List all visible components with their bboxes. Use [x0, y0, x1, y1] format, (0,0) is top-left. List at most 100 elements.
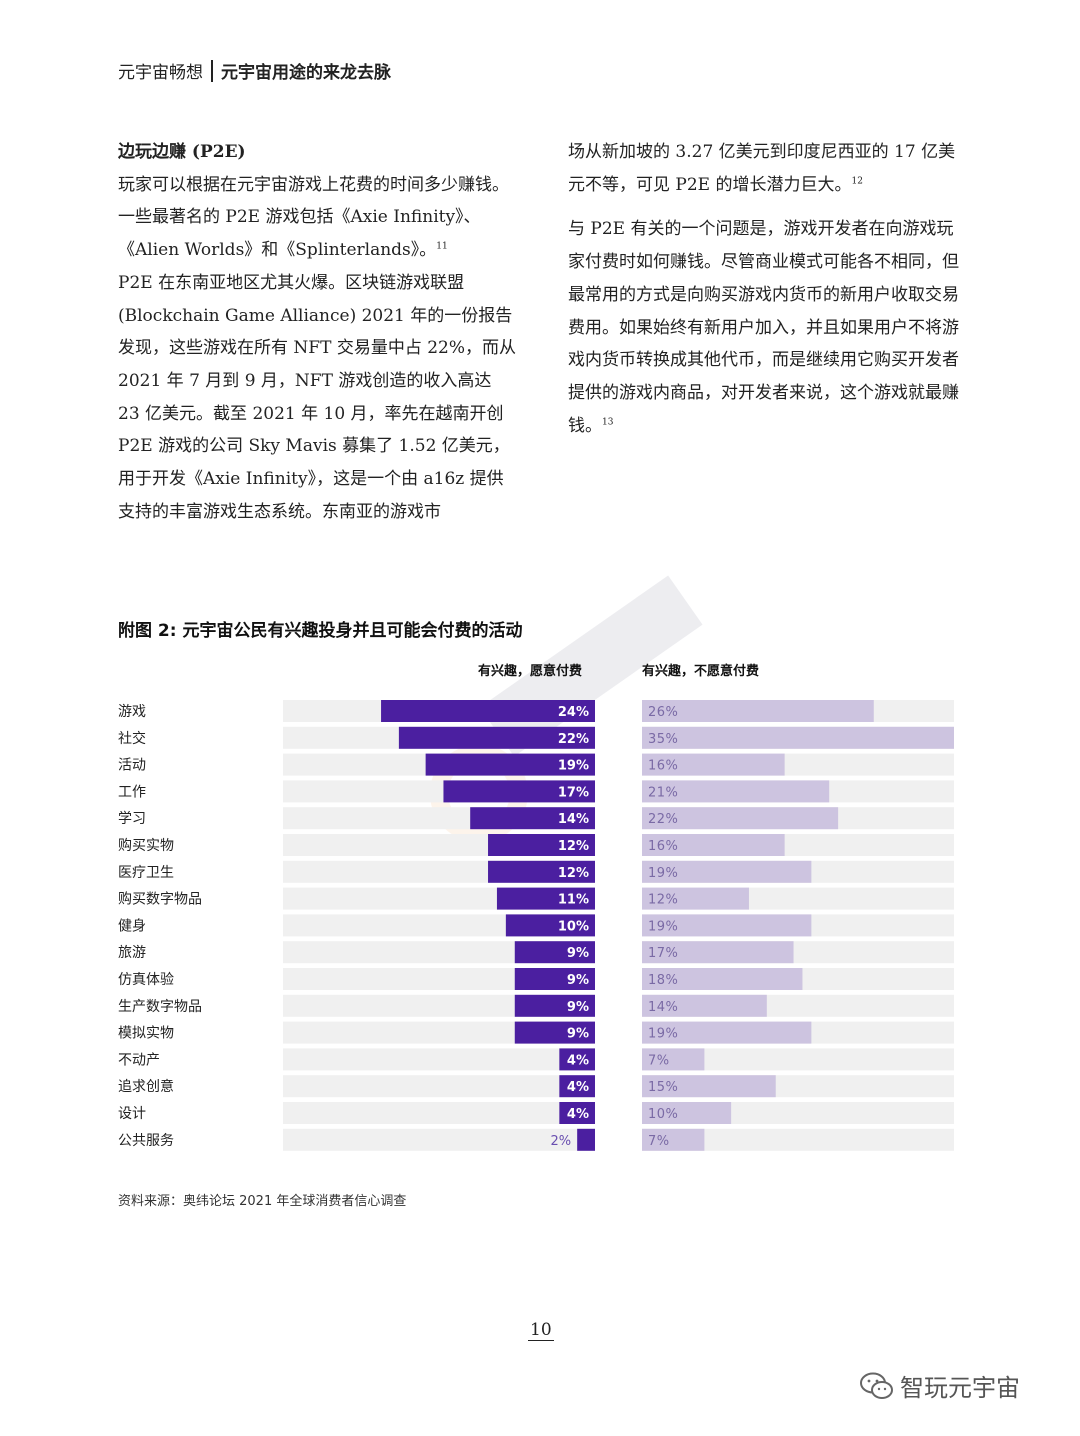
not-willing-value-label: 17%: [648, 946, 678, 961]
right-track: [642, 914, 954, 937]
wechat-account-name: 智玩元宇宙: [900, 1374, 1020, 1402]
category-label: 仿真体验: [118, 972, 174, 988]
left-track: [283, 1021, 595, 1044]
not-willing-bar: [642, 753, 785, 776]
willing-value-label: 12%: [558, 839, 589, 854]
category-label: 医疗卫生: [118, 865, 174, 881]
not-willing-bar: [642, 834, 785, 856]
willing-bar: [488, 834, 595, 856]
right-paragraph-1-text: 场从新加坡的 3.27 亿美元到印度尼西亚的 17 亿美元不等，可见 P2E 的…: [568, 142, 956, 195]
willing-value-label: 22%: [558, 732, 589, 747]
right-paragraph-2-text: 与 P2E 有关的一个问题是，游戏开发者在向游戏玩家付费时如何赚钱。尽管商业模式…: [568, 219, 959, 436]
willing-value-label: 9%: [567, 946, 589, 961]
category-label: 购买实物: [118, 838, 174, 854]
right-track: [642, 1128, 954, 1151]
willing-bar: [514, 941, 595, 964]
not-willing-value-label: 18%: [648, 973, 678, 988]
right-track: [642, 780, 954, 803]
willing-bar: [559, 1075, 595, 1098]
left-track: [283, 1048, 595, 1071]
right-track: [642, 994, 954, 1017]
left-track: [283, 914, 595, 937]
left-track: [283, 807, 595, 830]
willing-bar: [514, 968, 595, 990]
category-label: 生产数字物品: [118, 999, 202, 1015]
right-track: [642, 753, 954, 776]
willing-value-label: 19%: [558, 759, 589, 774]
left-track: [283, 834, 595, 856]
willing-bar: [559, 1102, 595, 1124]
article-right-column: 场从新加坡的 3.27 亿美元到印度尼西亚的 17 亿美元不等，可见 P2E 的…: [568, 136, 968, 442]
not-willing-bar: [642, 994, 767, 1017]
left-track: [283, 753, 595, 776]
not-willing-value-label: 22%: [648, 812, 678, 827]
footnote-ref-13: 13: [602, 416, 614, 427]
category-label: 学习: [118, 811, 146, 827]
running-header: 元宇宙畅想 元宇宙用途的来龙去脉: [118, 58, 391, 83]
wechat-icon: [860, 1372, 893, 1399]
right-track: [642, 887, 954, 910]
willing-value-label: 4%: [567, 1053, 589, 1068]
figure-source: 资料来源：奥纬论坛 2021 年全球消费者信心调查: [118, 1194, 407, 1209]
category-label: 设计: [118, 1106, 146, 1122]
not-willing-value-label: 19%: [648, 866, 678, 881]
article-left-column: 边玩边赚 (P2E) 玩家可以根据在元宇宙游戏上花费的时间多少赚钱。一些最著名的…: [118, 136, 518, 528]
left-track: [283, 726, 595, 749]
willing-value-label: 4%: [567, 1080, 589, 1095]
not-willing-bar: [642, 1048, 705, 1071]
willing-value-label: 24%: [558, 705, 589, 720]
header-chapter-title: 元宇宙用途的来龙去脉: [221, 63, 391, 83]
not-willing-value-label: 21%: [648, 785, 678, 800]
category-label: 旅游: [118, 945, 146, 961]
right-paragraph-1: 场从新加坡的 3.27 亿美元到印度尼西亚的 17 亿美元不等，可见 P2E 的…: [568, 136, 968, 201]
not-willing-value-label: 12%: [648, 893, 678, 908]
left-paragraph-1-text: 玩家可以根据在元宇宙游戏上花费的时间多少赚钱。一些最著名的 P2E 游戏包括《A…: [118, 174, 509, 261]
category-label: 不动产: [118, 1052, 160, 1068]
not-willing-bar: [642, 1128, 705, 1151]
left-track: [283, 700, 595, 722]
willing-value-label: 10%: [558, 919, 589, 934]
right-track: [642, 1102, 954, 1124]
not-willing-bar: [642, 968, 803, 990]
category-label: 模拟实物: [118, 1026, 174, 1042]
not-willing-bar: [642, 807, 839, 830]
not-willing-value-label: 19%: [648, 1027, 678, 1042]
header-divider: [211, 59, 213, 82]
right-track: [642, 860, 954, 883]
watermark-logo: [429, 575, 703, 840]
left-track: [283, 887, 595, 910]
right-track: [642, 807, 954, 830]
willing-bar: [398, 726, 595, 749]
left-track: [283, 860, 595, 883]
left-track: [283, 1102, 595, 1124]
not-willing-value-label: 7%: [648, 1053, 670, 1068]
category-label: 活动: [118, 758, 146, 774]
left-paragraph-2: P2E 在东南亚地区尤其火爆。区块链游戏联盟 (Blockchain Game …: [118, 272, 517, 522]
right-track: [642, 700, 954, 722]
not-willing-bar: [642, 726, 954, 749]
willing-value-label: 14%: [558, 812, 589, 827]
willing-bar: [514, 994, 595, 1017]
willing-bar: [488, 860, 595, 883]
willing-bar: [425, 753, 595, 776]
willing-value-label: 9%: [567, 1027, 589, 1042]
not-willing-bar: [642, 1102, 732, 1124]
left-paragraph-1: 玩家可以根据在元宇宙游戏上花费的时间多少赚钱。一些最著名的 P2E 游戏包括《A…: [118, 169, 518, 267]
right-track: [642, 726, 954, 749]
category-label: 游戏: [118, 704, 146, 720]
willing-bar: [470, 807, 595, 830]
not-willing-bar: [642, 780, 830, 803]
right-track: [642, 968, 954, 990]
right-track: [642, 1021, 954, 1044]
not-willing-value-label: 16%: [648, 759, 678, 774]
not-willing-value-label: 35%: [648, 732, 678, 747]
footnote-ref-11: 11: [436, 241, 448, 252]
not-willing-value-label: 14%: [648, 1000, 678, 1015]
header-book-title: 元宇宙畅想: [118, 63, 203, 83]
left-track: [283, 1128, 595, 1151]
willing-bar: [514, 1021, 595, 1044]
left-track: [283, 994, 595, 1017]
category-label: 健身: [118, 918, 146, 934]
willing-value-label: 12%: [558, 866, 589, 881]
right-track: [642, 834, 954, 856]
